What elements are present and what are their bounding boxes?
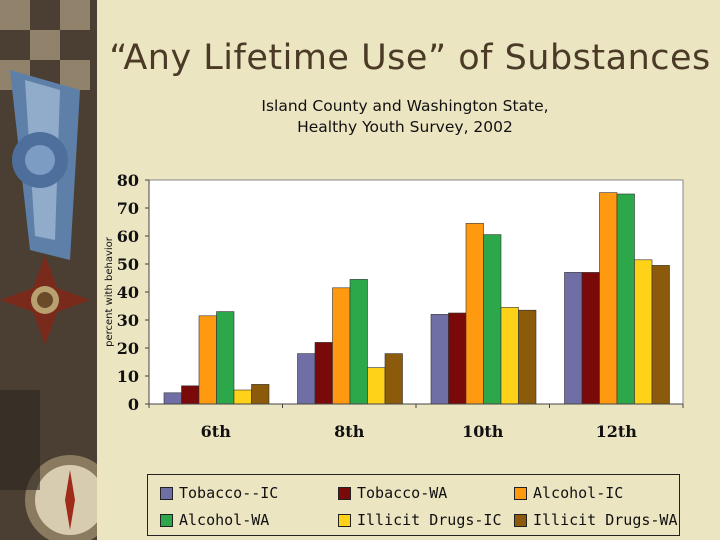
legend-label: Tobacco--IC <box>179 484 279 502</box>
legend-item: Tobacco--IC <box>160 484 278 502</box>
bar <box>198 315 217 405</box>
legend-item: Tobacco-WA <box>338 484 447 502</box>
bar <box>483 234 502 405</box>
legend-swatch <box>160 513 173 527</box>
y-tick-label: 10 <box>117 367 139 386</box>
legend-swatch <box>514 513 527 527</box>
legend-item: Illicit Drugs-IC <box>338 511 502 529</box>
bar <box>430 314 449 405</box>
y-tick-label: 30 <box>117 311 139 330</box>
bar <box>500 307 519 405</box>
medal-illustration <box>0 0 97 540</box>
y-tick-label: 80 <box>117 171 139 190</box>
x-tick-label: 8th <box>334 422 365 441</box>
legend-label: Alcohol-WA <box>179 511 270 529</box>
legend-swatch <box>338 513 351 527</box>
legend-swatch <box>160 486 173 500</box>
chart-legend: Tobacco--IC Tobacco-WA Alcohol-IC Alcohol-W… <box>147 474 680 536</box>
y-tick-label: 70 <box>117 199 139 218</box>
y-tick-label: 50 <box>117 255 139 274</box>
y-tick-label: 40 <box>117 283 139 302</box>
bar <box>564 272 583 405</box>
bar <box>518 309 537 405</box>
x-tick-label: 6th <box>201 422 232 441</box>
x-tick-label: 12th <box>596 422 638 441</box>
x-tick-label: 10th <box>462 422 504 441</box>
decorative-medal-image <box>0 0 97 540</box>
bar <box>233 389 252 405</box>
slide-title: “Any Lifetime Use” of Substances <box>109 38 711 78</box>
bar <box>332 287 351 405</box>
y-tick-label: 60 <box>117 227 139 246</box>
bar <box>349 279 368 405</box>
bar <box>616 193 635 405</box>
y-tick-label: 0 <box>128 395 139 414</box>
legend-swatch <box>338 486 351 500</box>
bar <box>651 265 670 405</box>
bar <box>251 384 270 405</box>
bar <box>581 272 600 405</box>
legend-item: Alcohol-IC <box>514 484 623 502</box>
bar <box>599 192 618 405</box>
legend-label: Illicit Drugs-IC <box>357 511 502 529</box>
bar <box>297 353 316 405</box>
y-axis-label: percent with behavior <box>104 236 115 347</box>
legend-label: Illicit Drugs-WA <box>533 511 678 529</box>
legend-item: Illicit Drugs-WA <box>514 511 678 529</box>
bar <box>634 259 653 405</box>
legend-item: Alcohol-WA <box>160 511 269 529</box>
bar <box>163 392 182 405</box>
legend-label: Alcohol-IC <box>533 484 624 502</box>
legend-label: Tobacco-WA <box>357 484 448 502</box>
bar-chart: 0 10 20 30 40 50 60 70 80 percent with behavior 6t… <box>104 171 684 441</box>
bar <box>465 223 484 405</box>
legend-swatch <box>514 486 527 500</box>
bar <box>448 312 467 405</box>
chart-subtitle: Healthy Youth Survey, 2002 <box>297 118 513 136</box>
bar <box>216 311 235 405</box>
bar <box>384 353 403 405</box>
bar <box>367 367 386 405</box>
y-tick-label: 20 <box>117 339 139 358</box>
bar <box>181 385 200 405</box>
chart-title: Island County and Washington State, <box>261 97 549 115</box>
plot-area: 0 10 20 30 40 50 60 70 80 percent with behavior 6t… <box>104 171 684 441</box>
bar <box>314 342 333 405</box>
